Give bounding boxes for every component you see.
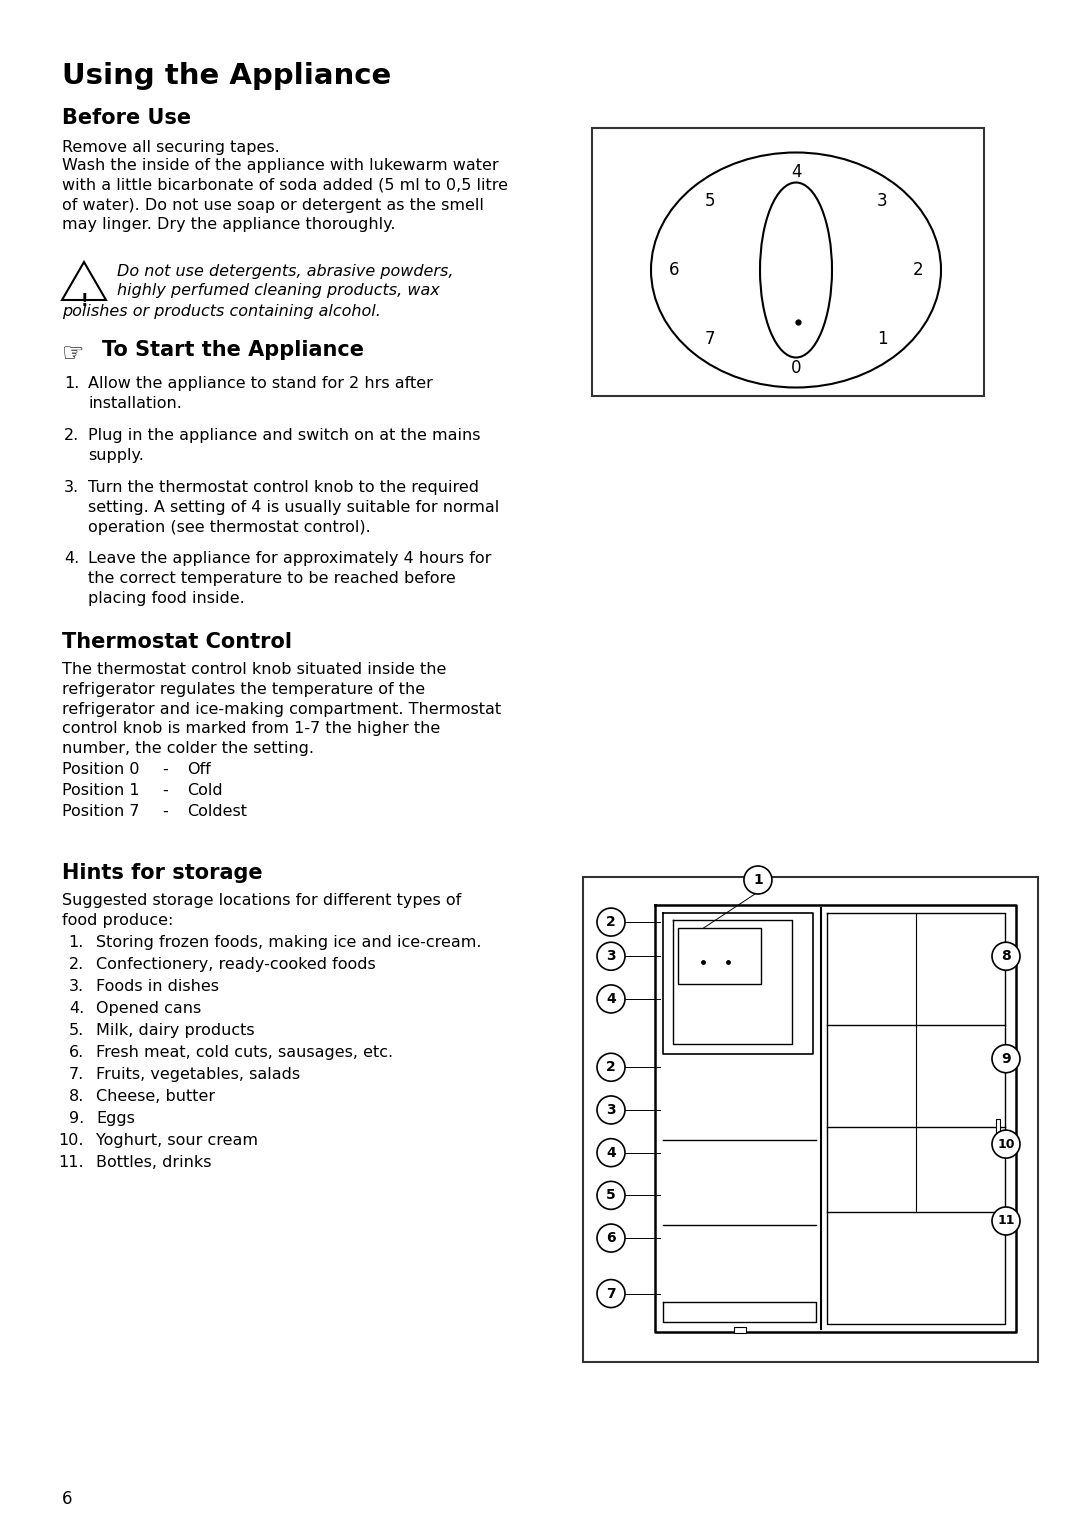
Text: 3.: 3. <box>64 480 79 495</box>
Text: 8.: 8. <box>69 1089 84 1105</box>
Text: 10: 10 <box>997 1138 1015 1151</box>
Text: 2.: 2. <box>69 957 84 972</box>
Text: 7: 7 <box>606 1287 616 1300</box>
Text: 2: 2 <box>606 915 616 929</box>
Text: 1: 1 <box>753 872 762 886</box>
Circle shape <box>597 1096 625 1125</box>
Text: 11.: 11. <box>58 1155 84 1170</box>
Text: Wash the inside of the appliance with lukewarm water
with a little bicarbonate o: Wash the inside of the appliance with lu… <box>62 157 508 232</box>
Text: Milk, dairy products: Milk, dairy products <box>96 1024 255 1038</box>
Text: Bottles, drinks: Bottles, drinks <box>96 1155 212 1170</box>
Text: 6: 6 <box>606 1232 616 1245</box>
Text: -: - <box>162 804 167 819</box>
Text: Cold: Cold <box>187 782 222 798</box>
Bar <box>678 927 761 984</box>
Text: 5: 5 <box>606 1189 616 1203</box>
Text: 2.: 2. <box>64 428 79 443</box>
Text: Fruits, vegetables, salads: Fruits, vegetables, salads <box>96 1067 300 1082</box>
Text: Confectionery, ready-cooked foods: Confectionery, ready-cooked foods <box>96 957 376 972</box>
Text: 4: 4 <box>606 992 616 1005</box>
Text: Off: Off <box>187 762 211 778</box>
Text: Position 1: Position 1 <box>62 782 139 798</box>
Circle shape <box>993 1045 1020 1073</box>
Text: 7.: 7. <box>69 1067 84 1082</box>
Circle shape <box>597 1053 625 1082</box>
Text: 9: 9 <box>1001 1051 1011 1065</box>
Text: 9.: 9. <box>69 1111 84 1126</box>
Text: The thermostat control knob situated inside the
refrigerator regulates the tempe: The thermostat control knob situated ins… <box>62 662 501 756</box>
Text: 0: 0 <box>791 359 801 377</box>
Text: -: - <box>162 762 167 778</box>
Text: Opened cans: Opened cans <box>96 1001 201 1016</box>
Circle shape <box>597 1138 625 1167</box>
Circle shape <box>744 866 772 894</box>
Text: 5.: 5. <box>69 1024 84 1038</box>
Text: 3: 3 <box>877 191 888 209</box>
Circle shape <box>597 1181 625 1209</box>
Text: 1: 1 <box>877 330 888 348</box>
Text: Before Use: Before Use <box>62 108 191 128</box>
Text: ☞: ☞ <box>62 342 84 367</box>
Text: 1.: 1. <box>64 376 79 391</box>
Text: Leave the appliance for approximately 4 hours for
the correct temperature to be : Leave the appliance for approximately 4 … <box>87 552 491 605</box>
Text: Foods in dishes: Foods in dishes <box>96 979 219 995</box>
Circle shape <box>597 1279 625 1308</box>
Text: Turn the thermostat control knob to the required
setting. A setting of 4 is usua: Turn the thermostat control knob to the … <box>87 480 499 535</box>
Text: Storing frozen foods, making ice and ice-cream.: Storing frozen foods, making ice and ice… <box>96 935 482 950</box>
Circle shape <box>597 908 625 937</box>
Text: -: - <box>162 782 167 798</box>
Text: highly perfumed cleaning products, wax: highly perfumed cleaning products, wax <box>117 283 440 298</box>
Text: 4.: 4. <box>64 552 79 565</box>
Circle shape <box>597 986 625 1013</box>
Text: Coldest: Coldest <box>187 804 247 819</box>
Text: Using the Appliance: Using the Appliance <box>62 63 391 90</box>
Text: 2: 2 <box>606 1060 616 1074</box>
Circle shape <box>993 943 1020 970</box>
Text: Do not use detergents, abrasive powders,: Do not use detergents, abrasive powders, <box>117 264 454 280</box>
Text: 4.: 4. <box>69 1001 84 1016</box>
Text: 10.: 10. <box>58 1132 84 1148</box>
Text: Cheese, butter: Cheese, butter <box>96 1089 215 1105</box>
Bar <box>734 1326 746 1332</box>
Text: Hints for storage: Hints for storage <box>62 863 262 883</box>
Text: 6.: 6. <box>69 1045 84 1060</box>
Bar <box>592 128 984 396</box>
Text: Fresh meat, cold cuts, sausages, etc.: Fresh meat, cold cuts, sausages, etc. <box>96 1045 393 1060</box>
Text: 5: 5 <box>704 191 715 209</box>
Text: Suggested storage locations for different types of
food produce:: Suggested storage locations for differen… <box>62 892 461 927</box>
Text: 11: 11 <box>997 1215 1015 1227</box>
Text: To Start the Appliance: To Start the Appliance <box>102 341 364 361</box>
Ellipse shape <box>651 153 941 388</box>
Text: Eggs: Eggs <box>96 1111 135 1126</box>
Text: 7: 7 <box>704 330 715 348</box>
Text: 3: 3 <box>606 949 616 963</box>
Text: 3.: 3. <box>69 979 84 995</box>
Text: Position 0: Position 0 <box>62 762 139 778</box>
Text: Plug in the appliance and switch on at the mains
supply.: Plug in the appliance and switch on at t… <box>87 428 481 463</box>
Text: 6: 6 <box>669 261 679 280</box>
Text: Yoghurt, sour cream: Yoghurt, sour cream <box>96 1132 258 1148</box>
Text: Thermostat Control: Thermostat Control <box>62 633 292 652</box>
Text: Allow the appliance to stand for 2 hrs after
installation.: Allow the appliance to stand for 2 hrs a… <box>87 376 433 411</box>
Text: 2: 2 <box>913 261 923 280</box>
Bar <box>996 1118 1000 1143</box>
Circle shape <box>597 943 625 970</box>
Circle shape <box>597 1224 625 1251</box>
Circle shape <box>993 1207 1020 1235</box>
Text: 3: 3 <box>606 1103 616 1117</box>
Text: 8: 8 <box>1001 949 1011 963</box>
Circle shape <box>993 1131 1020 1158</box>
Text: Position 7: Position 7 <box>62 804 139 819</box>
Ellipse shape <box>760 182 832 358</box>
Text: 4: 4 <box>791 163 801 180</box>
Text: polishes or products containing alcohol.: polishes or products containing alcohol. <box>62 304 381 319</box>
Text: 1.: 1. <box>69 935 84 950</box>
Text: Remove all securing tapes.: Remove all securing tapes. <box>62 141 280 154</box>
Text: 6: 6 <box>62 1490 72 1508</box>
Text: 4: 4 <box>606 1146 616 1160</box>
Text: !: ! <box>80 292 87 310</box>
Bar <box>583 877 1038 1361</box>
